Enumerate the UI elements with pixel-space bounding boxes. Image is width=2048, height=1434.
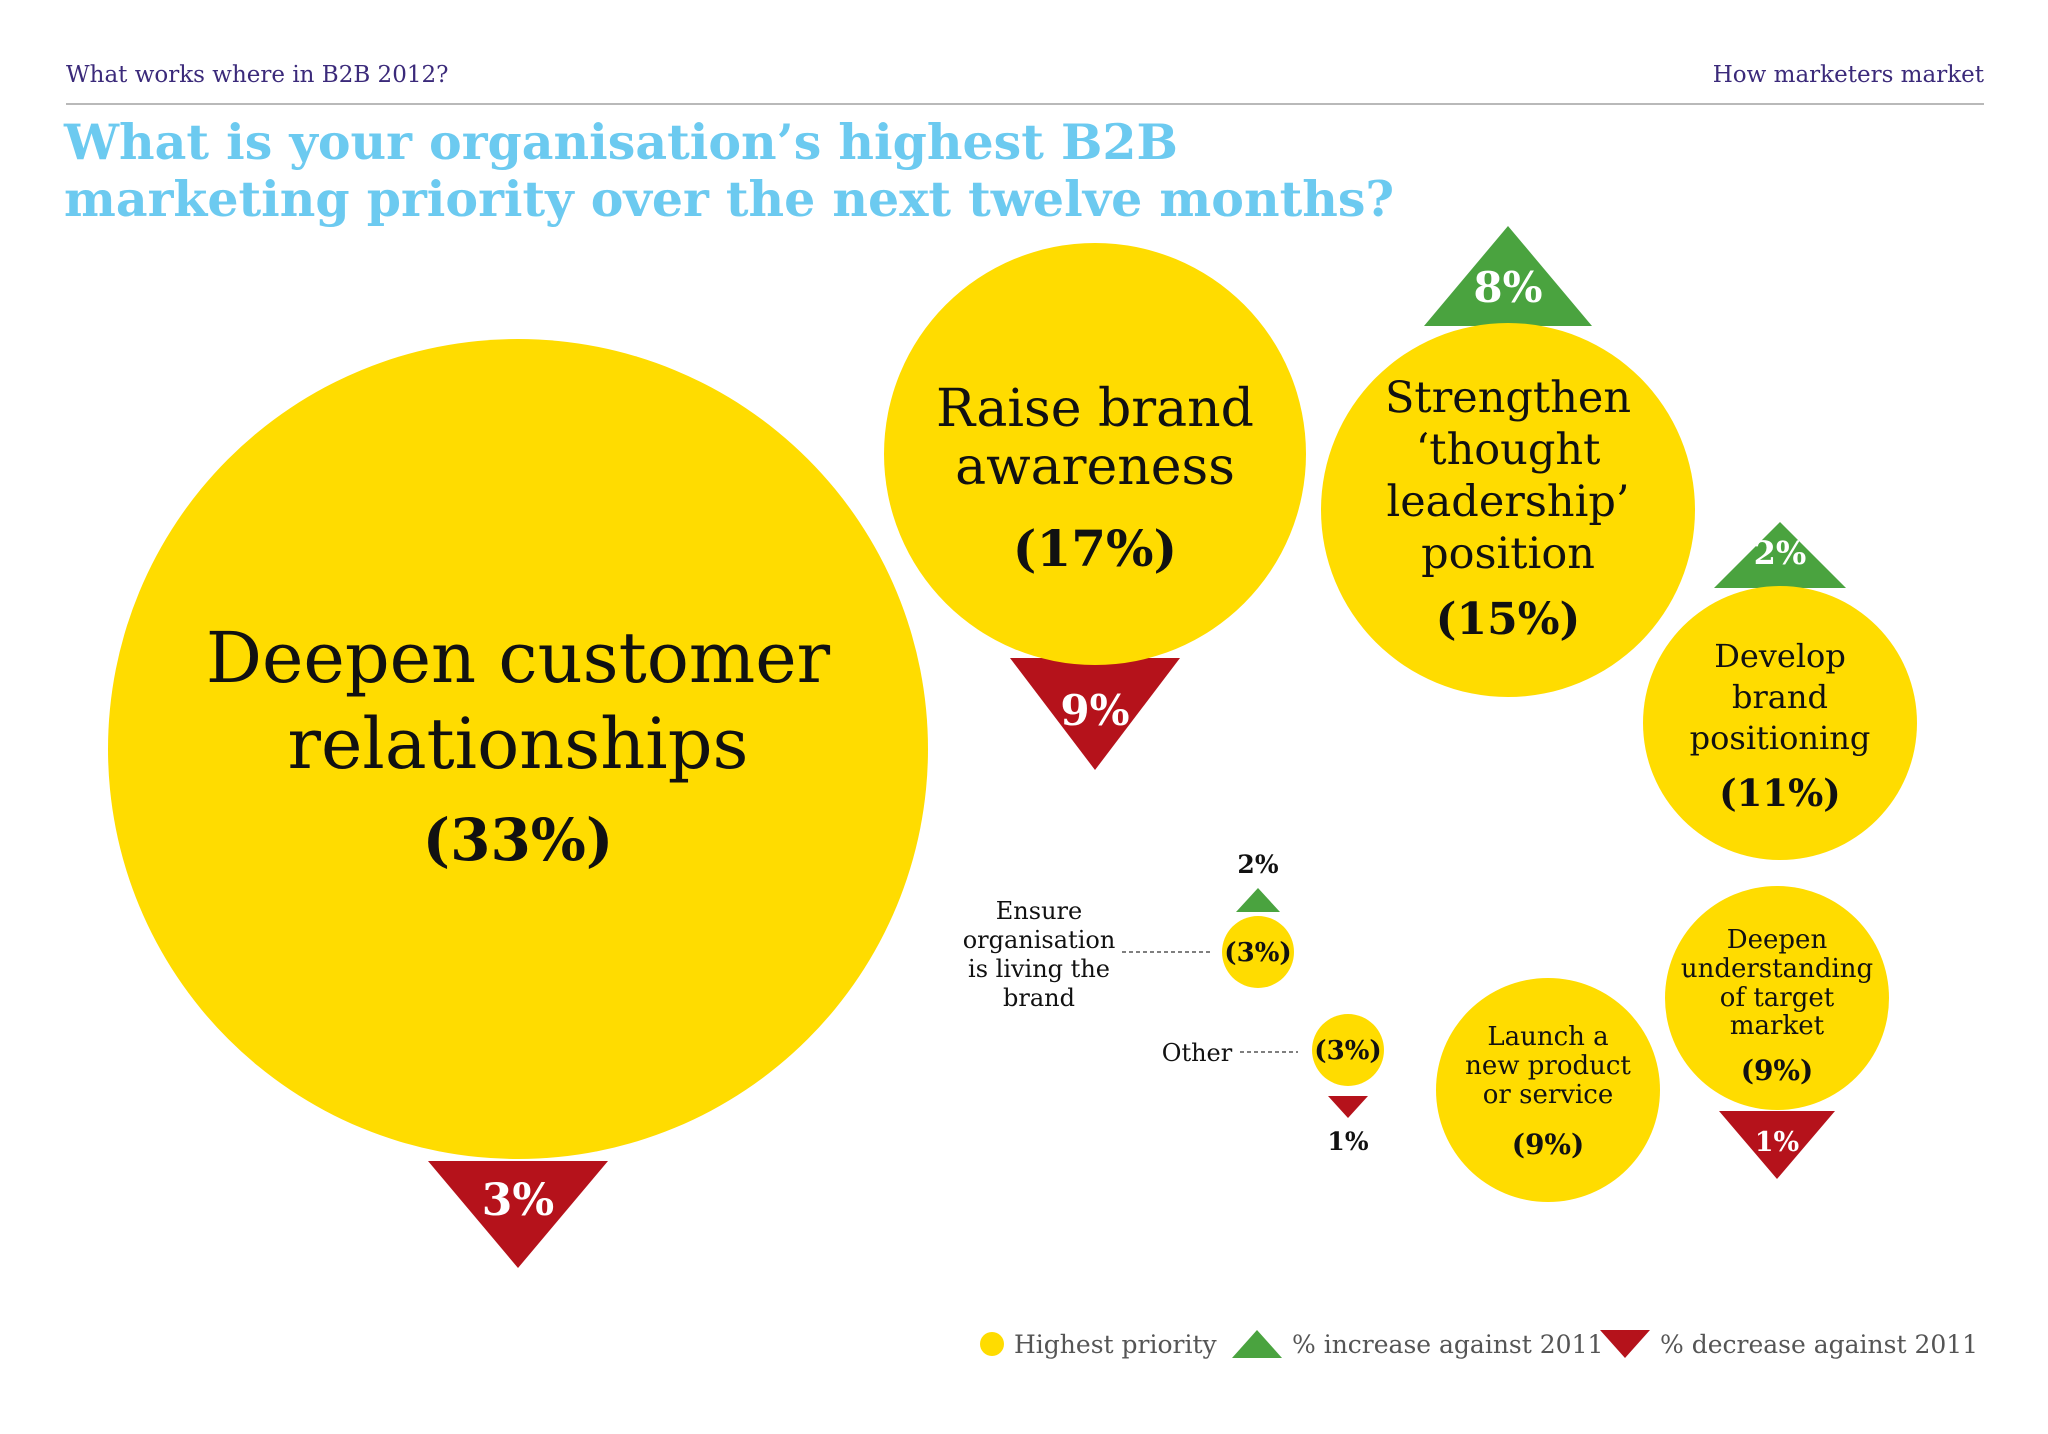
bubble-value-strengthen-thought-leadership-position: (15%) [1436,594,1581,645]
change-label-deepen-understanding-of-target-market: 1% [1755,1127,1799,1158]
legend-decrease-label: % decrease against 2011 [1660,1329,1979,1359]
bubble-label-strengthen-thought-leadership-position-line-2: ‘thought [1416,425,1601,475]
bubble-label-launch-a-new-product-or-service-line-2: new product [1465,1051,1631,1081]
bubble-other [1312,1014,1384,1086]
bubble-label-deepen-understanding-of-target-market-line-4: market [1730,1011,1825,1041]
bubble-label-strengthen-thought-leadership-position-line-1: Strengthen [1385,373,1631,423]
bubble-label-develop-brand-positioning-line-2: brand [1732,678,1828,716]
side-label-ensure-organisation-is-living-the-brand-line-1: Ensure [996,897,1082,925]
bubble-label-launch-a-new-product-or-service-line-1: Launch a [1487,1022,1608,1052]
bubble-label-deepen-understanding-of-target-market-line-2: understanding [1681,954,1873,984]
decrease-triangle-other [1328,1096,1368,1118]
bubble-label-launch-a-new-product-or-service-line-3: or service [1483,1080,1613,1110]
change-label-develop-brand-positioning: 2% [1754,534,1807,572]
side-label-ensure-organisation-is-living-the-brand-line-4: brand [1003,984,1075,1012]
change-label-raise-brand-awareness: 9% [1060,686,1129,735]
legend-dot-icon [980,1332,1004,1356]
bubble-develop-brand-positioning [1643,586,1917,860]
side-label-ensure-organisation-is-living-the-brand-line-2: organisation [963,926,1116,954]
bubble-launch-a-new-product-or-service [1436,978,1660,1202]
header-report-title: What works where in B2B 2012? [66,62,449,88]
bubble-label-deepen-customer-relationships-line-1: Deepen customer [206,617,831,699]
bubble-label-strengthen-thought-leadership-position-line-3: leadership’ [1386,477,1629,527]
bubble-label-develop-brand-positioning-line-1: Develop [1714,637,1846,675]
bubble-raise-brand-awareness [884,243,1306,665]
bubble-label-raise-brand-awareness-line-1: Raise brand [936,379,1254,439]
bubble-value-other: (3%) [1314,1036,1381,1066]
bubble-value-launch-a-new-product-or-service: (9%) [1512,1128,1585,1161]
legend-increase: % increase against 2011 [1232,1322,1603,1366]
bubble-ensure-organisation-is-living-the-brand [1222,916,1294,988]
bubble-value-deepen-understanding-of-target-market: (9%) [1741,1054,1814,1087]
decrease-triangle-deepen-understanding-of-target-market [1719,1111,1835,1179]
decrease-triangle-deepen-customer-relationships [428,1161,608,1268]
legend-priority: Highest priority [980,1322,1217,1366]
change-label-deepen-customer-relationships: 3% [482,1175,554,1226]
legend-priority-label: Highest priority [1014,1329,1217,1359]
bubble-label-strengthen-thought-leadership-position-line-4: position [1421,529,1595,579]
increase-triangle-ensure-organisation-is-living-the-brand [1236,888,1280,912]
bubble-label-raise-brand-awareness-line-2: awareness [955,437,1235,497]
decrease-triangle-raise-brand-awareness [1010,658,1180,770]
change-label-strengthen-thought-leadership-position: 8% [1473,263,1542,312]
legend-increase-label: % increase against 2011 [1292,1329,1604,1359]
side-label-other-line-1: Other [1162,1039,1233,1067]
bubble-deepen-understanding-of-target-market [1665,886,1889,1110]
bubble-label-deepen-understanding-of-target-market-line-1: Deepen [1727,925,1828,955]
header-divider [66,103,1984,105]
bubble-label-deepen-understanding-of-target-market-line-3: of target [1720,983,1835,1013]
increase-triangle-develop-brand-positioning [1714,522,1846,588]
change-label-other: 1% [1327,1127,1368,1156]
triangle-down-icon [1600,1330,1650,1358]
increase-triangle-strengthen-thought-leadership-position [1424,226,1592,326]
bubble-value-raise-brand-awareness: (17%) [1013,519,1177,578]
legend-decrease: % decrease against 2011 [1600,1322,1978,1366]
bubble-deepen-customer-relationships [108,339,928,1159]
bubble-strengthen-thought-leadership-position [1321,323,1695,697]
triangle-up-icon [1232,1330,1282,1358]
bubble-value-deepen-customer-relationships: (33%) [423,806,614,874]
bubble-label-develop-brand-positioning-line-3: positioning [1690,719,1871,757]
bubble-label-deepen-customer-relationships-line-2: relationships [288,703,749,785]
side-label-ensure-organisation-is-living-the-brand-line-3: is living the [968,955,1110,983]
bubble-value-develop-brand-positioning: (11%) [1719,771,1841,815]
bubble-value-ensure-organisation-is-living-the-brand: (3%) [1224,938,1291,968]
change-label-ensure-organisation-is-living-the-brand: 2% [1237,850,1278,879]
header-section-title: How marketers market [1712,62,1984,88]
page-title: What is your organisation’s highest B2B … [64,113,1395,228]
